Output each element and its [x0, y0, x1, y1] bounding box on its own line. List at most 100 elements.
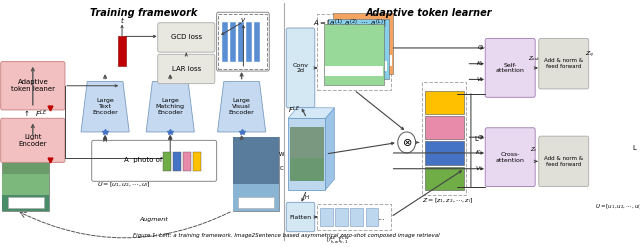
- FancyBboxPatch shape: [286, 202, 315, 232]
- Bar: [233, 137, 279, 190]
- FancyBboxPatch shape: [539, 39, 589, 89]
- Bar: [335, 207, 348, 226]
- Text: $t$: $t$: [120, 15, 125, 25]
- Bar: [424, 167, 464, 190]
- Text: $\uparrow$  $F^{LE}$: $\uparrow$ $F^{LE}$: [22, 108, 47, 120]
- Text: Conv
2d: Conv 2d: [292, 62, 308, 73]
- Text: $v$: $v$: [240, 16, 246, 24]
- Polygon shape: [218, 82, 266, 132]
- FancyBboxPatch shape: [157, 23, 215, 52]
- Bar: [595, 99, 627, 123]
- Bar: [193, 152, 200, 171]
- Bar: [330, 61, 387, 71]
- Text: $A = [a^{(1)}, a^{(2)}, \cdots, a^{(L)}]$: $A = [a^{(1)}, a^{(2)}, \cdots, a^{(L)}]…: [313, 17, 387, 30]
- Bar: [246, 22, 252, 62]
- FancyBboxPatch shape: [92, 140, 216, 181]
- Text: Cross-
attention: Cross- attention: [496, 152, 525, 163]
- Text: $K_r$: $K_r$: [476, 59, 484, 68]
- Text: Add & norm &
feed forward: Add & norm & feed forward: [544, 156, 583, 167]
- Text: $V_r$: $V_r$: [476, 75, 484, 84]
- Text: Large
Text
Encoder: Large Text Encoder: [92, 99, 118, 115]
- Bar: [238, 22, 244, 62]
- Text: L: L: [474, 136, 478, 142]
- Bar: [422, 82, 467, 195]
- Text: $U = [u_1, u_2, \cdots, u_l]$: $U = [u_1, u_2, \cdots, u_l]$: [97, 180, 150, 189]
- Text: Adaptive
token leaner: Adaptive token leaner: [11, 79, 55, 92]
- Text: LAR loss: LAR loss: [172, 66, 201, 72]
- Bar: [222, 22, 228, 62]
- Bar: [424, 91, 464, 114]
- FancyBboxPatch shape: [485, 39, 535, 97]
- Text: Add & norm &
feed forward: Add & norm & feed forward: [544, 58, 583, 69]
- FancyBboxPatch shape: [286, 28, 315, 108]
- Bar: [320, 207, 333, 226]
- Text: C: C: [280, 166, 284, 171]
- Bar: [230, 22, 236, 62]
- Bar: [595, 124, 627, 148]
- Bar: [290, 158, 324, 181]
- Bar: [183, 152, 191, 171]
- Text: $Z = [z_1, z_2, \cdots, z_l]$: $Z = [z_1, z_2, \cdots, z_l]$: [422, 196, 474, 205]
- Polygon shape: [288, 108, 335, 118]
- Text: $Z_c$: $Z_c$: [531, 145, 538, 154]
- Bar: [592, 89, 630, 202]
- Polygon shape: [326, 108, 335, 190]
- Bar: [317, 14, 390, 90]
- Text: Large
Matching
Encoder: Large Matching Encoder: [156, 99, 185, 115]
- Text: Augment: Augment: [140, 217, 168, 222]
- Bar: [335, 55, 392, 66]
- Bar: [288, 118, 326, 190]
- Bar: [233, 185, 279, 211]
- Text: $Z_q$: $Z_q$: [585, 50, 594, 61]
- Bar: [173, 152, 181, 171]
- FancyBboxPatch shape: [1, 62, 65, 110]
- Bar: [290, 127, 324, 181]
- Text: $F^{LE}$: $F^{LE}$: [288, 104, 300, 116]
- Bar: [333, 13, 394, 74]
- Bar: [218, 14, 268, 69]
- Text: A  photo of: A photo of: [124, 157, 162, 163]
- Text: $Q_v$: $Q_v$: [477, 43, 486, 52]
- Text: GCD loss: GCD loss: [171, 34, 202, 41]
- Text: $\otimes$: $\otimes$: [401, 137, 412, 148]
- FancyBboxPatch shape: [539, 136, 589, 186]
- Text: W: W: [279, 151, 285, 157]
- Text: Training framework: Training framework: [90, 8, 197, 18]
- Text: $Z_{out}$: $Z_{out}$: [528, 54, 540, 63]
- Bar: [595, 150, 627, 173]
- Text: $V_v$: $V_v$: [476, 164, 484, 173]
- FancyBboxPatch shape: [1, 118, 65, 163]
- Bar: [595, 175, 627, 198]
- Bar: [324, 24, 385, 85]
- Bar: [3, 137, 49, 211]
- Text: Self-
attention: Self- attention: [496, 62, 525, 73]
- FancyBboxPatch shape: [157, 54, 215, 84]
- Bar: [254, 22, 260, 62]
- Bar: [317, 205, 390, 230]
- FancyBboxPatch shape: [485, 128, 535, 186]
- Text: ...: ...: [377, 212, 385, 222]
- Text: Adaptive token learner: Adaptive token learner: [365, 8, 492, 18]
- Text: L: L: [632, 145, 636, 151]
- Text: Large
Visual
Encoder: Large Visual Encoder: [228, 99, 255, 115]
- Bar: [328, 19, 389, 80]
- Polygon shape: [81, 82, 129, 132]
- Bar: [424, 142, 464, 165]
- Text: $K_v$: $K_v$: [476, 148, 484, 157]
- Bar: [163, 152, 171, 171]
- Bar: [3, 195, 49, 211]
- Text: $Q_c$: $Q_c$: [477, 133, 486, 142]
- Circle shape: [398, 132, 415, 153]
- Text: Figure 1: Left: a training framework. Image2Sentence based asymmetrical zero-sho: Figure 1: Left: a training framework. Im…: [133, 233, 440, 238]
- Text: H: H: [305, 195, 309, 200]
- Bar: [365, 207, 378, 226]
- Text: Light
Encoder: Light Encoder: [19, 134, 47, 147]
- Bar: [118, 36, 125, 66]
- Bar: [351, 207, 363, 226]
- Bar: [233, 137, 279, 211]
- Text: $[f^{LE}_{h,w}]_{h,1}^{H,W}$: $[f^{LE}_{h,w}]_{h,1}^{H,W}$: [326, 234, 350, 245]
- Polygon shape: [146, 82, 195, 132]
- Bar: [326, 66, 383, 76]
- Bar: [3, 174, 49, 211]
- Text: Flatten: Flatten: [289, 215, 312, 220]
